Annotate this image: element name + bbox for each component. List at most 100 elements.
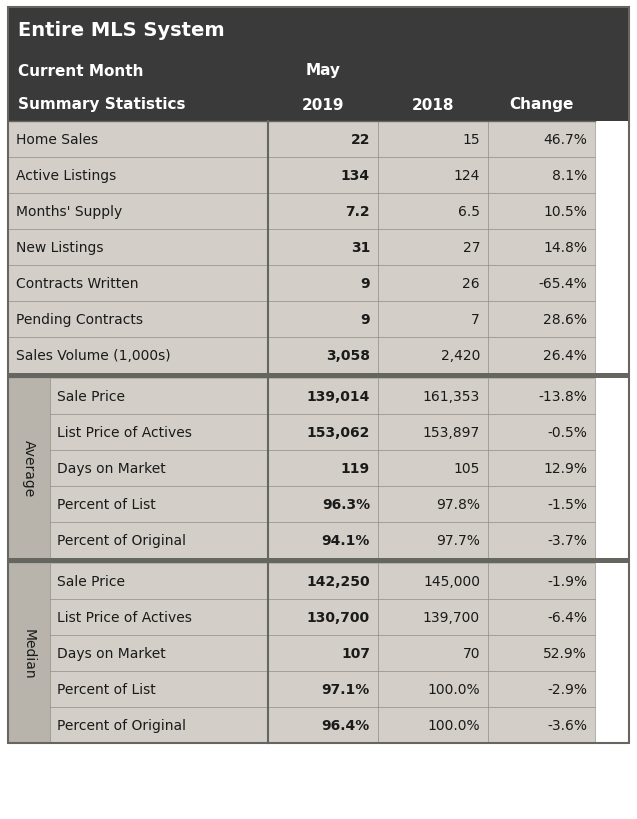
- Bar: [50, 672, 268, 707]
- Text: 28.6%: 28.6%: [543, 313, 587, 327]
- Bar: [50, 563, 268, 600]
- Text: 153,897: 153,897: [423, 426, 480, 440]
- Text: 26.4%: 26.4%: [543, 349, 587, 363]
- Bar: [8, 378, 50, 559]
- Text: 9: 9: [361, 277, 370, 291]
- Text: 52.9%: 52.9%: [543, 646, 587, 660]
- Text: May: May: [306, 63, 341, 79]
- Bar: [8, 301, 268, 337]
- Bar: [268, 229, 378, 265]
- Text: 70: 70: [462, 646, 480, 660]
- Text: -2.9%: -2.9%: [547, 682, 587, 696]
- Text: Months' Supply: Months' Supply: [16, 205, 122, 219]
- Bar: [378, 337, 488, 373]
- Bar: [268, 265, 378, 301]
- Text: -65.4%: -65.4%: [538, 277, 587, 291]
- Text: Median: Median: [22, 628, 36, 678]
- Bar: [8, 194, 268, 229]
- Bar: [8, 158, 268, 194]
- Bar: [268, 523, 378, 559]
- Bar: [8, 229, 268, 265]
- Text: 27: 27: [462, 241, 480, 255]
- Bar: [488, 265, 595, 301]
- Text: 161,353: 161,353: [423, 390, 480, 404]
- Bar: [488, 122, 595, 158]
- Bar: [378, 378, 488, 414]
- Bar: [8, 8, 629, 54]
- Bar: [268, 301, 378, 337]
- Text: Percent of Original: Percent of Original: [57, 718, 186, 732]
- Bar: [268, 414, 378, 450]
- Bar: [268, 158, 378, 194]
- Text: Percent of List: Percent of List: [57, 682, 156, 696]
- Text: Percent of Original: Percent of Original: [57, 533, 186, 547]
- Text: Average: Average: [22, 440, 36, 497]
- Text: Percent of List: Percent of List: [57, 497, 156, 511]
- Bar: [268, 600, 378, 636]
- Text: 6.5: 6.5: [458, 205, 480, 219]
- Bar: [488, 301, 595, 337]
- Bar: [488, 378, 595, 414]
- Text: -3.6%: -3.6%: [547, 718, 587, 732]
- Text: Days on Market: Days on Market: [57, 646, 166, 660]
- Text: 139,014: 139,014: [306, 390, 370, 404]
- Text: Sale Price: Sale Price: [57, 390, 125, 404]
- Bar: [50, 414, 268, 450]
- Text: Change: Change: [510, 97, 574, 112]
- Bar: [378, 523, 488, 559]
- Text: Days on Market: Days on Market: [57, 461, 166, 475]
- Bar: [268, 194, 378, 229]
- Text: Sales Volume (1,000s): Sales Volume (1,000s): [16, 349, 171, 363]
- Bar: [378, 600, 488, 636]
- Text: 22: 22: [350, 133, 370, 147]
- Bar: [488, 523, 595, 559]
- Bar: [8, 122, 268, 158]
- Text: New Listings: New Listings: [16, 241, 103, 255]
- Bar: [50, 378, 268, 414]
- Bar: [488, 636, 595, 672]
- Text: 100.0%: 100.0%: [427, 682, 480, 696]
- Bar: [378, 486, 488, 523]
- Bar: [488, 414, 595, 450]
- Text: 15: 15: [462, 133, 480, 147]
- Text: 94.1%: 94.1%: [322, 533, 370, 547]
- Bar: [488, 450, 595, 486]
- Bar: [268, 707, 378, 743]
- Bar: [50, 450, 268, 486]
- Bar: [268, 337, 378, 373]
- Bar: [268, 378, 378, 414]
- Text: 7.2: 7.2: [345, 205, 370, 219]
- Text: -1.5%: -1.5%: [547, 497, 587, 511]
- Bar: [488, 600, 595, 636]
- Bar: [378, 672, 488, 707]
- Text: List Price of Actives: List Price of Actives: [57, 426, 192, 440]
- Text: 142,250: 142,250: [306, 574, 370, 588]
- Text: 14.8%: 14.8%: [543, 241, 587, 255]
- Bar: [268, 636, 378, 672]
- Text: 97.1%: 97.1%: [322, 682, 370, 696]
- Bar: [378, 450, 488, 486]
- Bar: [488, 563, 595, 600]
- Text: 9: 9: [361, 313, 370, 327]
- Bar: [378, 229, 488, 265]
- Text: 7: 7: [471, 313, 480, 327]
- Text: 31: 31: [350, 241, 370, 255]
- Bar: [378, 122, 488, 158]
- Text: Contracts Written: Contracts Written: [16, 277, 138, 291]
- Text: 134: 134: [341, 169, 370, 183]
- Bar: [268, 563, 378, 600]
- Bar: [378, 636, 488, 672]
- Text: Summary Statistics: Summary Statistics: [18, 97, 185, 112]
- Bar: [268, 122, 378, 158]
- Bar: [268, 486, 378, 523]
- Text: 145,000: 145,000: [423, 574, 480, 588]
- Text: 105: 105: [454, 461, 480, 475]
- Bar: [8, 563, 50, 743]
- Text: -1.9%: -1.9%: [547, 574, 587, 588]
- Bar: [378, 707, 488, 743]
- Bar: [488, 194, 595, 229]
- Text: 153,062: 153,062: [306, 426, 370, 440]
- Text: 139,700: 139,700: [423, 610, 480, 624]
- Text: Active Listings: Active Listings: [16, 169, 116, 183]
- Bar: [8, 337, 268, 373]
